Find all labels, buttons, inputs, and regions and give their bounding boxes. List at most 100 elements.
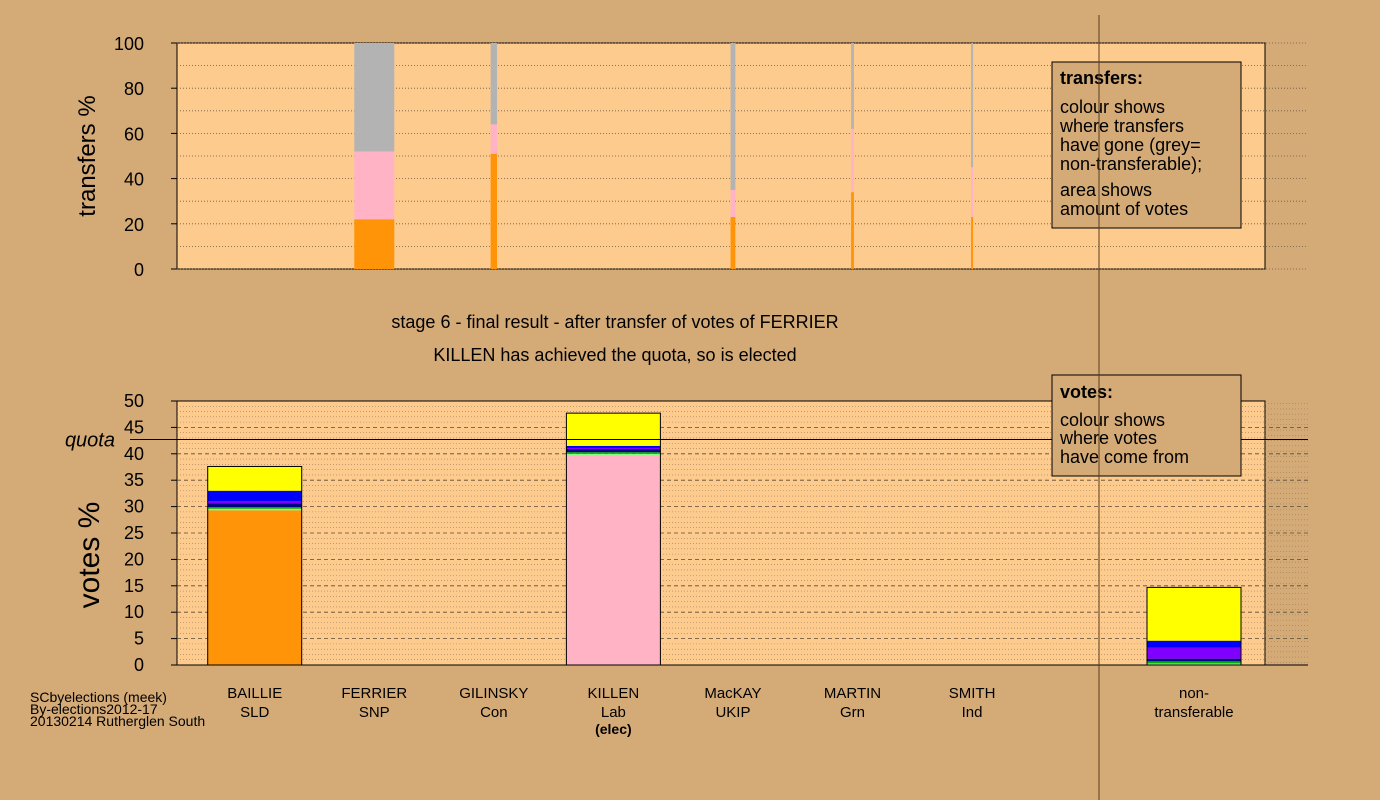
transfer-segment-sld (490, 153, 498, 269)
vote-bar-killen-segment-purple (566, 447, 661, 450)
footer-line: SCbyelections (meek) (30, 689, 167, 705)
votes-y-tick-label: 45 (124, 417, 144, 437)
transfer-segment-lab (490, 124, 498, 154)
votes-y-ticks: 0 5 10 15 20 25 30 35 40 45 50 (124, 391, 177, 675)
transfers-y-axis-label: transfers % (74, 95, 101, 216)
candidate-party: Ind (962, 704, 983, 721)
nontransferable-label: non- (1179, 685, 1209, 702)
vote-bar-baillie-segment-blue (207, 490, 302, 502)
votes-panel: 0 5 10 15 20 25 30 35 40 45 50 quota votes % BAILL… (65, 374, 1308, 737)
vote-bar-baillie-outline (207, 465, 303, 666)
vote-bar-baillie-segment-green (207, 507, 302, 509)
votes-y-tick-label: 20 (124, 549, 144, 569)
candidate-party: Lab (601, 704, 626, 721)
candidate-elected-tag: (elec) (595, 721, 632, 737)
transfers-legend-line: colour shows (1060, 97, 1165, 117)
transfer-segment-non-transferable (490, 43, 498, 125)
votes-category-labels: BAILLIE SLD FERRIER SNP GILINSKY Con KILLEN Lab… (227, 685, 1233, 737)
vote-bar-baillie-segment-lightgreen (207, 508, 302, 511)
transfers-y-tick-label: 80 (124, 79, 144, 99)
vote-bar-nontransferable-segment-blue (1147, 640, 1241, 648)
votes-y-tick-label: 40 (124, 444, 144, 464)
transfers-legend-line: non-transferable); (1060, 154, 1202, 174)
candidate-party: Con (480, 704, 508, 721)
candidate-name: GILINSKY (459, 685, 528, 702)
stage-subtitle: KILLEN has achieved the quota, so is ele… (433, 345, 796, 365)
candidate-name: MARTIN (824, 685, 881, 702)
footer-line: 20130214 Rutherglen South (30, 713, 205, 729)
transfer-segment-non-transferable (971, 43, 974, 168)
votes-y-tick-label: 15 (124, 576, 144, 596)
vote-bar-nontransferable-segment-purple (1147, 647, 1241, 659)
transfers-y-tick-label: 100 (114, 34, 144, 54)
candidate-name: SMITH (949, 685, 996, 702)
candidate-party: Grn (840, 704, 865, 721)
transfers-legend-line: area shows (1060, 180, 1152, 200)
transfers-legend: transfers: colour shows where transfers … (1051, 61, 1242, 229)
transfers-legend-line: where transfers (1059, 116, 1184, 136)
nontransferable-label: transferable (1154, 704, 1233, 721)
transfers-panel: 0 20 40 60 80 100 transfers % transfers: colo… (74, 34, 1308, 280)
candidate-party: SLD (240, 704, 269, 721)
votes-legend-line: have come from (1060, 447, 1189, 467)
candidate-name: KILLEN (588, 685, 640, 702)
candidate-name: FERRIER (341, 685, 407, 702)
transfers-legend-line: have gone (grey= (1060, 135, 1201, 155)
votes-legend-line: colour shows (1060, 410, 1165, 430)
candidate-party: SNP (359, 704, 390, 721)
transfer-segment-non-transferable (730, 43, 736, 190)
transfers-legend-line: amount of votes (1060, 199, 1188, 219)
transfers-y-tick-label: 20 (124, 215, 144, 235)
vote-bar-nontransferable-segment-green (1147, 661, 1241, 664)
transfer-segment-lab (971, 167, 974, 218)
vote-bar-killen-outline (565, 412, 661, 666)
candidate-name: BAILLIE (227, 685, 282, 702)
stage-title: stage 6 - final result - after transfer … (391, 312, 838, 332)
vote-bar-baillie-segment-SLD (207, 510, 302, 665)
votes-y-tick-label: 0 (134, 655, 144, 675)
vote-bar-nontransferable-segment-darkblue (1147, 658, 1241, 662)
transfer-segment-lab (851, 128, 854, 193)
votes-bars (207, 412, 1242, 666)
transfers-y-tick-label: 0 (134, 260, 144, 280)
vote-bar-killen-segment-Lab (566, 455, 661, 665)
votes-legend-box (1051, 374, 1242, 477)
votes-y-tick-label: 25 (124, 523, 144, 543)
votes-y-tick-label: 50 (124, 391, 144, 411)
transfer-segment-lab (354, 151, 395, 220)
vote-bar-killen-segment-green (566, 452, 661, 454)
vote-bar-killen-segment-yellow (566, 413, 661, 446)
votes-y-tick-label: 30 (124, 497, 144, 517)
vote-bar-baillie-segment-purple (207, 501, 302, 504)
vote-bar-nontransferable-segment-lightgreen (1147, 663, 1241, 665)
transfers-y-tick-label: 40 (124, 170, 144, 190)
transfer-segment-lab (730, 189, 736, 218)
votes-y-tick-label: 5 (134, 629, 144, 649)
votes-y-tick-label: 10 (124, 602, 144, 622)
transfers-y-tick-label: 60 (124, 124, 144, 144)
candidate-party: UKIP (715, 704, 750, 721)
vote-bar-baillie-segment-yellow (207, 466, 302, 491)
votes-legend: votes: colour shows where votes have com… (1051, 374, 1242, 477)
vote-bar-baillie-segment-darkblue (207, 503, 302, 508)
transfer-segment-non-transferable (354, 43, 395, 152)
transfer-segment-sld (851, 192, 854, 269)
transfers-legend-box (1051, 61, 1242, 229)
votes-y-tick-label: 35 (124, 470, 144, 490)
vote-bar-killen-segment-lightgreen (566, 453, 661, 456)
transfer-segment-sld (730, 217, 736, 269)
votes-legend-line: where votes (1059, 428, 1157, 448)
transfer-segment-sld (971, 217, 974, 269)
transfers-legend-title: transfers: (1060, 68, 1143, 88)
vote-bar-killen-segment-blue (566, 445, 661, 448)
votes-y-axis-label: votes % (73, 502, 106, 609)
transfers-y-ticks: 0 20 40 60 80 100 (114, 34, 177, 280)
quota-label: quota (65, 430, 115, 452)
vote-bar-nontransferable-segment-yellow (1147, 587, 1241, 641)
footer-line: By-elections2012-17 (30, 701, 158, 717)
candidate-name: MacKAY (704, 685, 761, 702)
vote-bar-killen-segment-darkblue (566, 449, 661, 453)
transfers-bars (354, 43, 974, 269)
transfer-segment-non-transferable (851, 43, 854, 129)
